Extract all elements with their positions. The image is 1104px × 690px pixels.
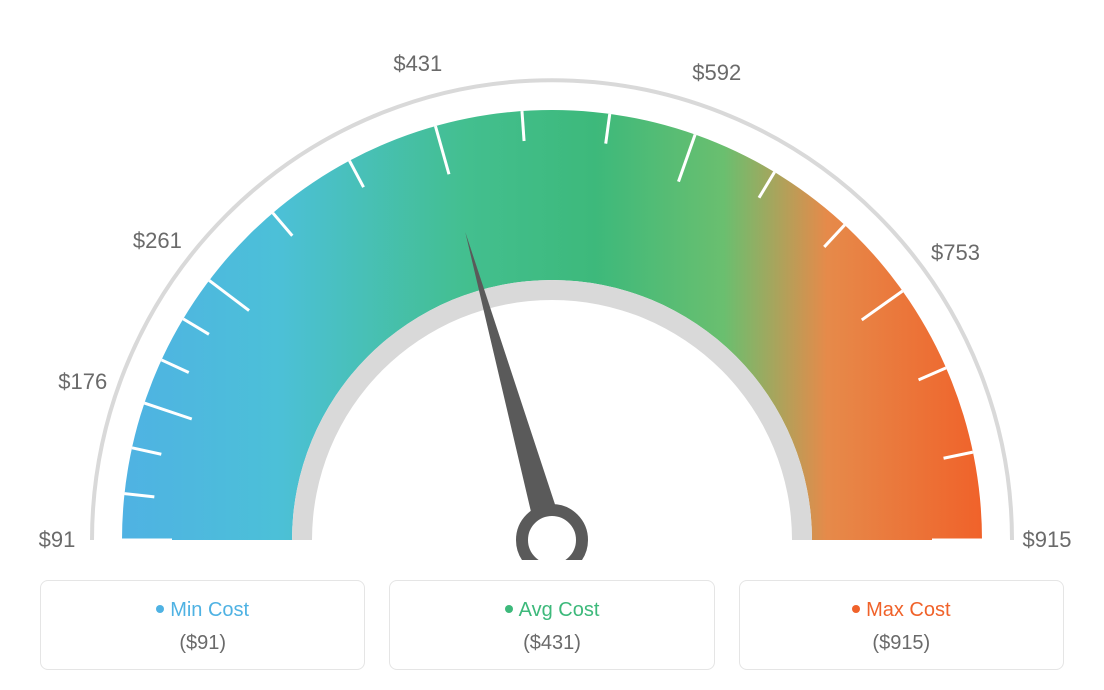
legend-max-label: Max Cost bbox=[866, 599, 950, 621]
gauge-svg bbox=[0, 0, 1104, 560]
cost-gauge-chart: $91 $176 $261 $431 $592 $753 $915 Min Cost ($9… bbox=[0, 0, 1104, 690]
tick-label: $915 bbox=[1023, 527, 1072, 553]
legend-min-label: Min Cost bbox=[170, 599, 249, 621]
tick-label: $431 bbox=[393, 51, 442, 77]
legend-avg-dot bbox=[505, 605, 513, 613]
legend-min-value: ($91) bbox=[51, 632, 354, 655]
gauge-area: $91 $176 $261 $431 $592 $753 $915 bbox=[0, 0, 1104, 560]
legend-min-dot bbox=[156, 605, 164, 613]
legend: Min Cost ($91) Avg Cost ($431) Max Cost … bbox=[0, 580, 1104, 670]
tick-label: $753 bbox=[931, 240, 980, 266]
legend-avg-label: Avg Cost bbox=[519, 599, 600, 621]
tick-label: $176 bbox=[58, 369, 107, 395]
tick-label: $91 bbox=[39, 527, 76, 553]
legend-avg-value: ($431) bbox=[400, 632, 703, 655]
legend-max-value: ($915) bbox=[750, 632, 1053, 655]
legend-max: Max Cost ($915) bbox=[739, 580, 1064, 670]
legend-max-dot bbox=[852, 605, 860, 613]
tick-label: $592 bbox=[692, 60, 741, 86]
legend-min: Min Cost ($91) bbox=[40, 580, 365, 670]
legend-max-title: Max Cost bbox=[750, 599, 1053, 622]
tick-label: $261 bbox=[133, 228, 182, 254]
legend-avg: Avg Cost ($431) bbox=[389, 580, 714, 670]
legend-min-title: Min Cost bbox=[51, 599, 354, 622]
legend-avg-title: Avg Cost bbox=[400, 599, 703, 622]
